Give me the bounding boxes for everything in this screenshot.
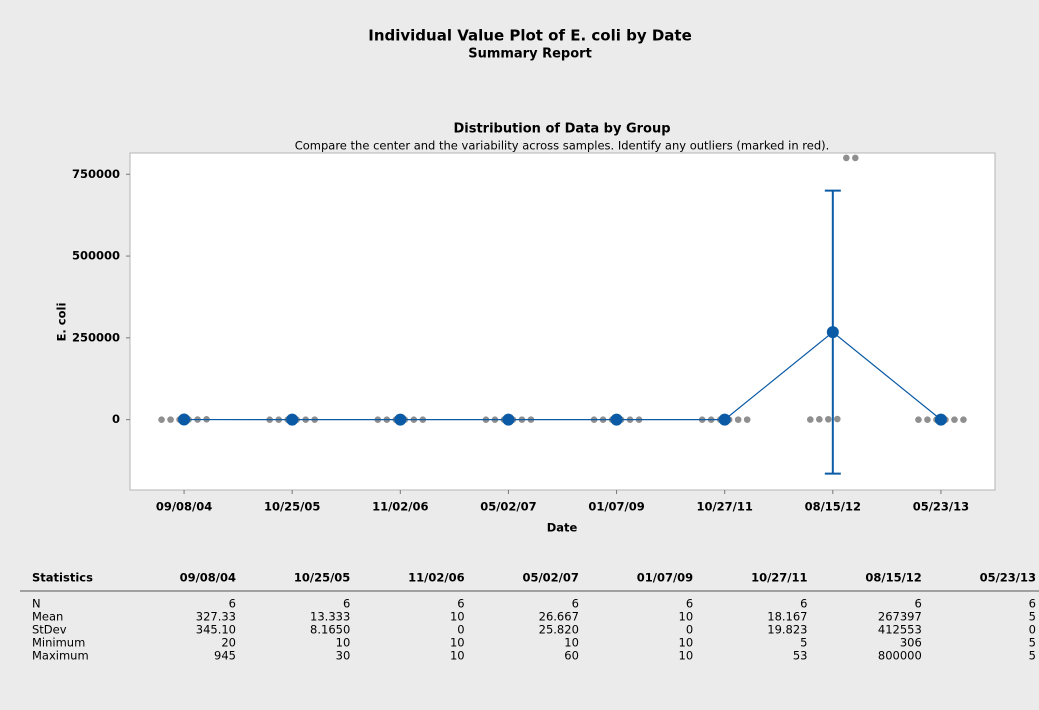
table-cell: 0	[457, 623, 464, 637]
x-tick-label: 11/02/06	[372, 500, 428, 514]
y-tick-label: 750000	[72, 167, 120, 181]
data-point	[167, 416, 174, 423]
table-cell: 6	[686, 597, 693, 611]
title: Individual Value Plot of E. coli by Date	[368, 27, 692, 45]
data-point	[807, 416, 814, 423]
table-column-header: 05/23/13	[980, 571, 1036, 585]
table-header: Statistics	[32, 571, 93, 585]
data-point	[743, 416, 751, 423]
plot-title: Distribution of Data by Group	[453, 122, 670, 137]
table-cell: 10	[679, 636, 694, 650]
table-cell: 6	[572, 597, 579, 611]
table-cell: 6	[229, 597, 236, 611]
table-cell: 10	[679, 610, 694, 624]
table-cell: 6	[914, 597, 921, 611]
y-tick-label: 500000	[72, 249, 120, 263]
table-row-label: Mean	[32, 610, 63, 624]
table-column-header: 09/08/04	[180, 571, 236, 585]
x-tick-label: 09/08/04	[156, 500, 212, 514]
plot-subtitle: Compare the center and the variability a…	[295, 139, 830, 153]
table-cell: 10	[450, 610, 465, 624]
x-axis-label: Date	[547, 521, 578, 535]
table-cell: 6	[343, 597, 350, 611]
table-cell: 5	[800, 636, 807, 650]
table-cell: 26.667	[539, 610, 579, 624]
table-cell: 13.333	[310, 610, 350, 624]
table-cell: 8.1650	[310, 623, 350, 637]
mean-point	[286, 413, 299, 426]
table-column-header: 10/27/11	[751, 571, 807, 585]
data-point	[843, 154, 850, 162]
table-cell: 6	[457, 597, 464, 611]
table-column-header: 01/07/09	[637, 571, 693, 585]
table-cell: 412553	[878, 623, 922, 637]
table-cell: 327.33	[196, 610, 236, 624]
data-point	[915, 416, 922, 423]
data-point	[816, 416, 823, 423]
data-point	[158, 416, 165, 423]
table-column-header: 10/25/05	[294, 571, 350, 585]
table-cell: 306	[900, 636, 922, 650]
data-point	[924, 416, 931, 423]
mean-point	[718, 413, 731, 426]
x-tick-label: 05/02/07	[480, 500, 536, 514]
table-cell: 5	[1029, 636, 1036, 650]
table-cell: 53	[793, 649, 808, 663]
table-cell: 25.820	[539, 623, 579, 637]
table-cell: 10	[564, 636, 579, 650]
table-cell: 800000	[878, 649, 922, 663]
table-cell: 0	[1029, 623, 1036, 637]
y-tick-label: 250000	[72, 330, 120, 344]
table-cell: 60	[564, 649, 579, 663]
table-cell: 267397	[878, 610, 922, 624]
table-cell: 5	[1029, 610, 1036, 624]
table-row-label: Maximum	[32, 649, 89, 663]
table-cell: 345.10	[196, 623, 236, 637]
table-cell: 20	[221, 636, 236, 650]
table-cell: 18.167	[767, 610, 807, 624]
mean-point	[610, 413, 623, 426]
table-cell: 19.823	[767, 623, 807, 637]
x-tick-label: 05/23/13	[913, 500, 969, 514]
subtitle: Summary Report	[468, 47, 592, 62]
table-cell: 5	[1029, 649, 1036, 663]
table-row-label: Minimum	[32, 636, 85, 650]
y-tick-label: 0	[112, 412, 120, 426]
mean-point	[394, 413, 407, 426]
table-cell: 10	[450, 649, 465, 663]
table-cell: 0	[686, 623, 693, 637]
table-cell: 945	[214, 649, 236, 663]
table-column-header: 08/15/12	[865, 571, 921, 585]
data-point	[734, 416, 742, 423]
table-row-label: N	[32, 597, 41, 611]
data-point	[825, 415, 832, 423]
table-cell: 6	[800, 597, 807, 611]
x-tick-label: 10/25/05	[264, 500, 320, 514]
mean-line	[184, 331, 942, 421]
mean-point	[178, 413, 191, 426]
data-point	[951, 416, 958, 423]
x-tick-label: 01/07/09	[588, 500, 644, 514]
data-point	[834, 415, 841, 423]
table-cell: 6	[1029, 597, 1036, 611]
table-column-header: 05/02/07	[522, 571, 578, 585]
mean-point	[826, 326, 839, 339]
plot-area	[129, 152, 996, 491]
table-cell: 10	[450, 636, 465, 650]
table-column-header: 11/02/06	[408, 571, 464, 585]
table-cell: 30	[336, 649, 351, 663]
table-cell: 10	[679, 649, 694, 663]
data-point	[852, 154, 859, 162]
data-point	[960, 416, 967, 423]
y-axis-label: E. coli	[55, 303, 69, 342]
x-tick-label: 08/15/12	[805, 500, 861, 514]
mean-point	[502, 413, 515, 426]
table-row-label: StDev	[32, 623, 67, 637]
x-tick-label: 10/27/11	[696, 500, 752, 514]
mean-point	[934, 413, 947, 426]
table-cell: 10	[336, 636, 351, 650]
